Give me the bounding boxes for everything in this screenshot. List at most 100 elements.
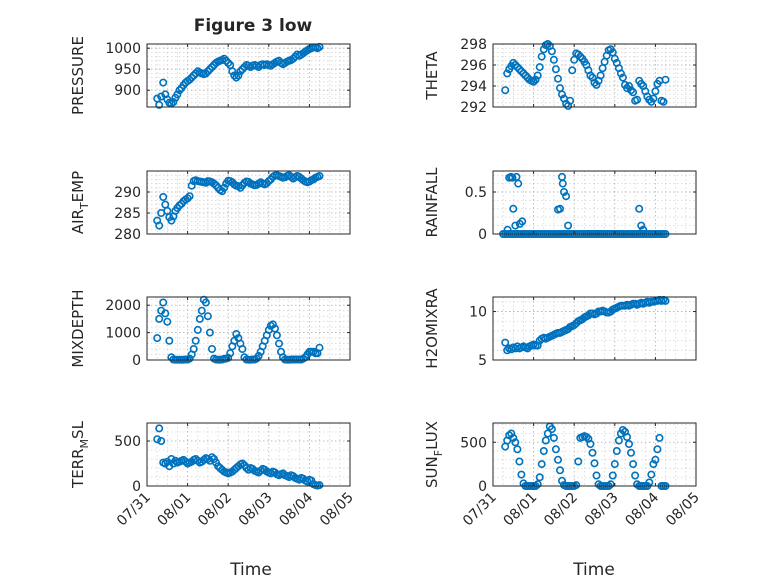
data-point (157, 436, 166, 445)
x-tick-label: 08/02 (195, 490, 235, 530)
data-point (553, 74, 562, 83)
data-point (549, 55, 558, 64)
data-point (637, 221, 646, 230)
data-point (236, 67, 245, 76)
axes-frame (492, 170, 697, 235)
subplot-8: 0 500 SUNFLUX 07/31 08/01 08/02 08/03 08/04 08/0… (423, 421, 703, 529)
y-tick-label: 0.5 (465, 185, 487, 201)
data-point (513, 445, 522, 454)
data-point (185, 192, 194, 201)
data-point (553, 455, 562, 464)
x-axis-label-left: Time (229, 560, 272, 580)
data-point (596, 71, 605, 80)
data-point (210, 179, 219, 188)
data-point (555, 204, 564, 213)
data-point (555, 84, 564, 93)
x-tick-label: 08/04 (622, 489, 662, 529)
data-point (570, 321, 579, 330)
subplot-2: 292 294 296 298 THETA (423, 37, 697, 116)
data-point (535, 63, 544, 72)
y-tick-label: 292 (460, 100, 487, 116)
data-point (576, 52, 585, 61)
y-axis-label: TERRMSL (69, 420, 91, 489)
data-point (557, 90, 566, 99)
data-point (157, 92, 166, 101)
data-point (193, 325, 202, 334)
data-point (574, 50, 583, 59)
data-point (610, 460, 619, 469)
data-point (161, 309, 170, 318)
data-point (201, 69, 210, 78)
y-axis-label: H2OMIXRA (423, 288, 441, 369)
x-tick-label: 08/01 (155, 490, 195, 530)
data-point (503, 346, 512, 355)
y-axis-label: PRESSURE (69, 36, 87, 115)
data-point (639, 225, 648, 234)
data-point (616, 69, 625, 78)
data-point (515, 65, 524, 74)
data-point (622, 84, 631, 93)
data-point (205, 328, 214, 337)
data-point (547, 47, 556, 56)
data-point (238, 459, 247, 468)
data-point (539, 45, 548, 54)
data-point (649, 460, 658, 469)
data-point (551, 445, 560, 454)
y-tick-label: 500 (114, 434, 141, 450)
y-axis-label-main: SUN (423, 456, 441, 488)
data-point (155, 314, 164, 323)
data-point (555, 466, 564, 475)
data-point (653, 445, 662, 454)
data-point (315, 343, 324, 352)
data-point (189, 71, 198, 80)
data-point (238, 344, 247, 353)
data-point (509, 58, 518, 67)
y-tick-label: 285 (114, 206, 141, 222)
data-point (574, 457, 583, 466)
y-axis-label-subscript: F (432, 450, 445, 456)
y-tick-label: 10 (469, 305, 487, 321)
data-point (518, 217, 527, 226)
y-tick-label: 294 (460, 79, 487, 95)
data-point (163, 317, 172, 326)
x-tick-label: 08/04 (276, 489, 316, 529)
data-point (228, 67, 237, 76)
data-point (289, 54, 298, 63)
y-tick-label: 950 (114, 62, 141, 78)
y-tick-label: 296 (460, 58, 487, 74)
data-point (629, 460, 638, 469)
axes-frame (492, 43, 697, 108)
data-point (272, 331, 281, 340)
data-point (208, 63, 217, 72)
axes-frame (146, 170, 351, 235)
data-point (515, 457, 524, 466)
data-point (232, 329, 241, 338)
data-point (185, 354, 194, 363)
data-point (205, 65, 214, 74)
data-point (590, 78, 599, 87)
y-tick-label: 1000 (105, 41, 141, 57)
y-axis-label-main: AIR (69, 209, 87, 234)
data-point (175, 86, 184, 95)
y-tick-label: 500 (460, 435, 487, 451)
data-point (586, 71, 595, 80)
data-point (568, 66, 577, 75)
data-point (533, 71, 542, 80)
x-tick-label: 08/02 (541, 490, 581, 530)
y-tick-label: 0 (132, 353, 141, 369)
data-point (208, 453, 217, 462)
x-tick-label: 08/03 (236, 490, 276, 530)
y-axis-label-subscript: T (78, 202, 91, 210)
data-point (185, 75, 194, 84)
data-point (167, 216, 176, 225)
data-point (651, 87, 660, 96)
y-axis-label-main: H2OMIXRA (423, 288, 441, 369)
data-point (651, 455, 660, 464)
subplot-6: 5 10 H2OMIXRA (423, 288, 697, 369)
y-tick-label: 298 (460, 37, 487, 53)
data-point (511, 60, 520, 69)
data-point (521, 71, 530, 80)
data-point (547, 425, 556, 434)
y-tick-label: 900 (114, 83, 141, 99)
subplot-5: 0 1000 2000 MIXDEPTH (69, 289, 351, 369)
